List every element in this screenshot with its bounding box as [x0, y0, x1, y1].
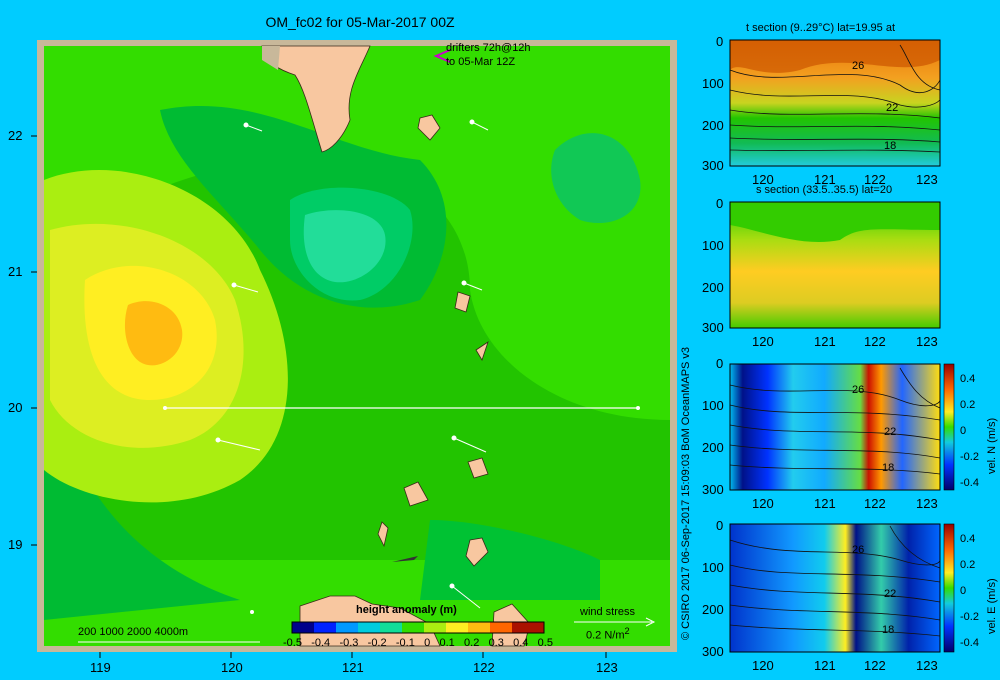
- section-panels: [729, 39, 955, 653]
- p4-contour-label: 18: [882, 624, 895, 636]
- p2-ytick: 200: [702, 280, 724, 295]
- ve-colorbar: [943, 523, 955, 653]
- wind-scale: 0.2 N/m2: [586, 626, 630, 642]
- x-tick-120: 120: [221, 660, 243, 675]
- p3-xtick: 122: [864, 496, 886, 511]
- t-contours: [729, 44, 941, 153]
- drifter-label-2: to 05-Mar 12Z: [446, 56, 516, 68]
- x-tick-122: 122: [473, 660, 495, 675]
- vn-contours: [729, 367, 941, 475]
- y-tick-20: 20: [8, 400, 23, 415]
- p4-contour-label: 22: [884, 588, 897, 600]
- section-start: [163, 406, 167, 410]
- p3-contour-label: 22: [884, 426, 897, 438]
- contour-sw: [44, 300, 240, 620]
- drifter-label-1: drifters 72h@12h: [446, 42, 531, 54]
- y-tick-21: 21: [8, 264, 23, 279]
- island-7: [465, 537, 489, 567]
- x-tick-123: 123: [596, 660, 618, 675]
- eddy-center: [303, 210, 386, 283]
- island-8: [392, 556, 418, 562]
- p2-ytick: 0: [716, 196, 724, 211]
- island-1: [417, 114, 441, 141]
- p2-xtick: 123: [916, 334, 938, 349]
- drifter-tracks: [215, 119, 489, 614]
- island-5: [403, 481, 429, 507]
- ve-cbar-label: vel. E (m/s): [986, 578, 998, 634]
- island-4: [467, 457, 489, 479]
- ve-section-plot: [730, 524, 940, 652]
- colorbar-title: height anomaly (m): [356, 604, 457, 616]
- p1-ytick: 200: [702, 118, 724, 133]
- p1-ytick: 300: [702, 158, 724, 173]
- x-tick-119: 119: [90, 660, 111, 675]
- wind-label: wind stress: [580, 606, 636, 618]
- island-3: [475, 341, 489, 361]
- section-end: [636, 406, 640, 410]
- p2-xtick: 122: [864, 334, 886, 349]
- ve-cbar-ticks: 0.4 0.2 0 -0.2 -0.4: [960, 533, 979, 649]
- main-map: [31, 40, 677, 658]
- vn-colorbar: [943, 363, 955, 491]
- p3-ytick: 200: [702, 440, 724, 455]
- p1-ytick: 100: [702, 76, 724, 91]
- p1-xtick: 121: [814, 172, 836, 187]
- p1-xtick: 123: [916, 172, 938, 187]
- p1-ytick: 0: [716, 34, 724, 49]
- contour-peak: [124, 301, 183, 366]
- contour-se: [420, 520, 600, 600]
- p4-ytick: 100: [702, 560, 724, 575]
- p4-ytick: 200: [702, 602, 724, 617]
- p1-contour-label: 22: [886, 102, 899, 114]
- p4-xtick: 120: [752, 658, 774, 673]
- p4-ytick: 300: [702, 644, 724, 659]
- y-tick-22: 22: [8, 128, 23, 143]
- map-title: OM_fc02 for 05-Mar-2017 00Z: [265, 14, 455, 30]
- p3-contour-label: 18: [882, 462, 895, 474]
- land-taiwan: [261, 45, 371, 153]
- axis-ticks: [31, 135, 607, 658]
- p3-ytick: 0: [716, 356, 724, 371]
- p3-contour-label: 26: [852, 384, 865, 396]
- p4-ytick: 0: [716, 518, 724, 533]
- t-section-title: t section (9..29°C) lat=19.95 at: [746, 22, 896, 34]
- p4-xtick: 121: [814, 658, 836, 673]
- x-tick-121: 121: [342, 660, 364, 675]
- p1-xtick: 120: [752, 172, 774, 187]
- p1-contour-label: 18: [884, 140, 897, 152]
- ve-contours: [729, 525, 941, 637]
- p1-contour-label: 26: [852, 60, 865, 72]
- p2-xtick: 120: [752, 334, 774, 349]
- p2-xtick: 121: [814, 334, 836, 349]
- island-2: [454, 291, 471, 313]
- depth-legend: 200 1000 2000 4000m: [78, 626, 189, 638]
- p4-contour-label: 26: [852, 544, 865, 556]
- p3-xtick: 123: [916, 496, 938, 511]
- p4-xtick: 122: [864, 658, 886, 673]
- island-6: [377, 521, 389, 548]
- height-colorbar: [291, 621, 545, 634]
- land-shelf: [262, 46, 280, 70]
- p3-ytick: 100: [702, 398, 724, 413]
- p3-xtick: 120: [752, 496, 774, 511]
- colorbar-ticks: -0.5 -0.4 -0.3 -0.2 -0.1 0 0.1 0.2 0.3 0.4 0.5: [283, 637, 553, 649]
- y-tick-19: 19: [8, 537, 23, 552]
- p4-xtick: 123: [916, 658, 938, 673]
- p2-ytick: 300: [702, 320, 724, 335]
- drifter-legend-marker: [433, 49, 451, 63]
- p3-ytick: 300: [702, 482, 724, 497]
- vn-cbar-ticks: 0.4 0.2 0 -0.2 -0.4: [960, 373, 979, 489]
- vn-cbar-label: vel. N (m/s): [986, 417, 998, 474]
- p3-xtick: 121: [814, 496, 836, 511]
- s-section-title: s section (33.5..35.5) lat=20: [756, 184, 893, 196]
- p2-ytick: 100: [702, 238, 724, 253]
- p1-xtick: 122: [864, 172, 886, 187]
- copyright: © CSIRO 2017 06-Sep-2017 15:09:03 BoM Oc…: [680, 346, 692, 640]
- eddy-east: [551, 133, 641, 224]
